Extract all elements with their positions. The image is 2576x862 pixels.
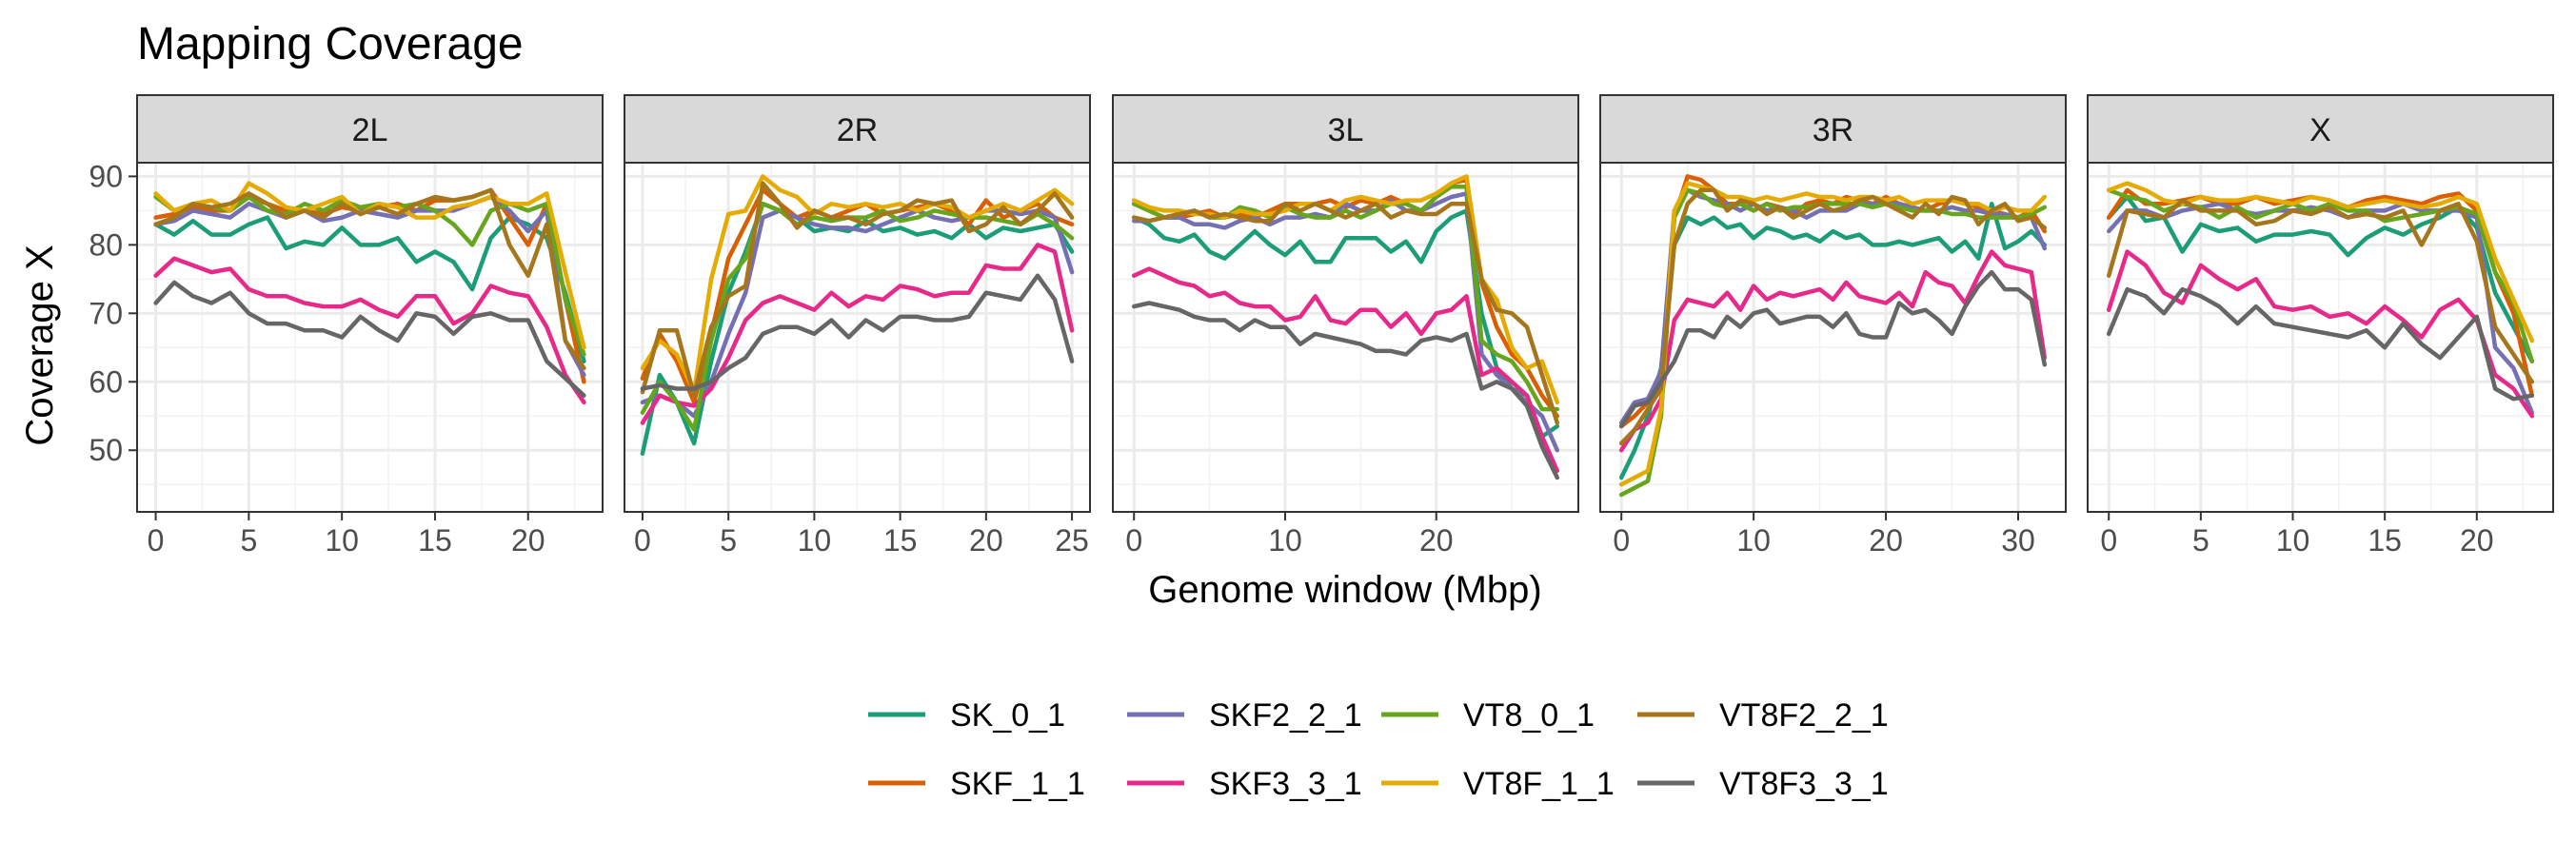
x-tick-label: 10 [1736,523,1771,558]
x-tick-label: 5 [2192,523,2209,558]
legend-label: SK_0_1 [950,697,1065,734]
chart-title: Mapping Coverage [137,19,524,69]
panel-strip-label: 3R [1813,112,1853,148]
x-tick-label: 10 [325,523,359,558]
legend: SK_0_1 SKF_1_1 SKF2_2_1 SKF3_3_1 VT8_0_1 VT8F… [868,697,1889,802]
series-line-SKF3_3_1 [640,243,1075,425]
series-line-VT8F_1_1 [640,174,1075,395]
panel-strip-label: 2R [837,112,878,148]
panel-3L: 3L 0 10 20 [1112,94,1579,558]
panel-strip [1599,94,2067,164]
x-tick-label: 25 [1055,523,1089,558]
x-tick-label: 5 [720,523,737,558]
x-tick-label: 20 [511,523,545,558]
x-tick-label: 0 [2100,523,2117,558]
x-tick-label: 10 [798,523,832,558]
series-line-SKF3_3_1 [153,256,586,405]
x-tick-label: 20 [1869,523,1903,558]
panel-strip [1112,94,1579,164]
series-line-SKF2_2_1 [1131,191,1560,453]
legend-item-VT8F_1_1: VT8F_1_1 [1381,766,1615,802]
panel-strip-label: 3L [1328,112,1364,148]
series-line-SKF3_3_1 [1131,266,1560,474]
x-tick-label: 20 [1419,523,1454,558]
x-tick-label: 20 [969,523,1003,558]
legend-label: VT8F2_2_1 [1719,697,1889,734]
legend-item-SKF3_3_1: SKF3_3_1 [1127,766,1362,802]
panel-strip [2087,94,2554,164]
series-line-SKF3_3_1 [2106,249,2535,419]
series-line-SKF3_3_1 [1618,249,2048,453]
panel-strip-label: 2L [352,112,388,148]
panel-border [1599,162,2067,513]
x-tick-label: 15 [418,523,452,558]
legend-label: SKF2_2_1 [1209,697,1362,734]
x-tick-label: 30 [2001,523,2035,558]
x-tick-label: 10 [2276,523,2310,558]
series-line-SK_0_1 [1618,201,2048,480]
legend-label: VT8F3_3_1 [1719,766,1889,802]
panel-background [137,163,603,512]
series-line-SK_0_1 [640,201,1075,457]
x-tick-label: 0 [148,523,165,558]
panel-border [136,162,604,513]
x-tick-label: 15 [2368,523,2402,558]
x-tick-label: 15 [883,523,918,558]
panel-3R: 3R 0 10 20 30 [1599,94,2067,558]
series-line-VT8F2_2_1 [153,187,586,371]
legend-item-SKF2_2_1: SKF2_2_1 [1127,697,1362,734]
series-line-VT8F2_2_1 [1131,201,1560,425]
series-line-SKF_1_1 [1131,177,1560,419]
legend-item-SKF_1_1: SKF_1_1 [868,766,1085,802]
y-tick-label: 90 [89,159,123,193]
panel-2L: 2L 50 60 70 80 90 0 5 10 15 20 [89,94,604,558]
x-tick-label: 10 [1268,523,1302,558]
x-axis-title: Genome window (Mbp) [1148,569,1542,611]
series-line-VT8F2_2_1 [1618,187,2048,446]
panel-border [2087,162,2554,513]
panel-strip-label: X [2309,112,2331,148]
panel-strip [624,94,1091,164]
y-axis-title: Coverage X [19,245,61,445]
y-tick-label: 70 [89,296,123,330]
legend-label: VT8F_1_1 [1463,766,1615,802]
x-tick-label: 5 [240,523,257,558]
series-line-VT8F_1_1 [1618,181,2048,487]
panel-border [624,162,1091,513]
panel-strip [136,94,604,164]
series-line-VT8_0_1 [640,201,1075,432]
series-line-VT8F3_3_1 [153,280,586,398]
panel-X: X 0 5 10 15 20 [2087,94,2554,558]
legend-label: SKF_1_1 [950,766,1085,802]
y-tick-label: 60 [89,364,123,399]
x-tick-label: 0 [634,523,651,558]
series-line-SK_0_1 [1131,208,1560,440]
series-line-VT8F3_3_1 [2106,286,2535,402]
panel-border [1112,162,1579,513]
series-line-VT8F3_3_1 [1618,269,2048,429]
legend-item-VT8F2_2_1: VT8F2_2_1 [1637,697,1889,734]
x-tick-label: 20 [2460,523,2494,558]
legend-item-VT8_0_1: VT8_0_1 [1381,697,1595,734]
series-line-VT8F2_2_1 [2106,198,2535,384]
series-line-VT8F3_3_1 [640,273,1075,391]
panel-2R: 2R 0 5 10 15 20 25 [624,94,1091,558]
x-tick-label: 0 [1125,523,1142,558]
legend-label: SKF3_3_1 [1209,766,1362,802]
y-tick-label: 50 [89,433,123,467]
legend-item-SK_0_1: SK_0_1 [868,697,1065,734]
legend-label: VT8_0_1 [1463,697,1595,734]
y-tick-label: 80 [89,227,123,262]
series-line-VT8F3_3_1 [1131,301,1560,480]
x-tick-label: 0 [1613,523,1630,558]
series-line-VT8F2_2_1 [640,181,1075,398]
legend-item-VT8F3_3_1: VT8F3_3_1 [1637,766,1889,802]
